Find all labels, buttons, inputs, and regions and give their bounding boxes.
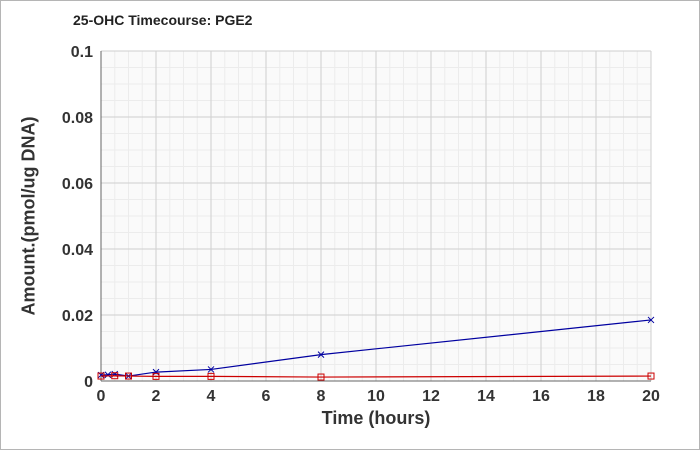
y-tick-label: 0.08: [62, 110, 93, 127]
x-tick-label: 4: [207, 388, 216, 405]
data-point-x-stroke: [104, 371, 112, 379]
x-tick-label: 10: [367, 388, 385, 405]
x-tick-label: 20: [642, 388, 660, 405]
data-point-square: [125, 372, 132, 380]
data-point-square: [97, 372, 105, 380]
data-point-x: [207, 366, 215, 373]
x-tick-label: 8: [317, 388, 326, 405]
x-tick-label: 12: [422, 388, 440, 405]
x-axis-label: Time (hours): [321, 408, 431, 428]
data-point-square: [647, 372, 655, 380]
data-point-x-stroke: [207, 366, 215, 373]
x-tick-label: 2: [152, 388, 161, 405]
data-point-x-stroke: [152, 368, 160, 376]
data-point-square: [207, 372, 215, 380]
data-point-x: [317, 351, 325, 358]
data-point-square: [317, 373, 325, 381]
x-tick-label: 14: [477, 388, 495, 405]
data-point-square: [152, 372, 160, 380]
data-point-x-stroke: [317, 351, 325, 358]
data-point-x: [647, 316, 655, 324]
x-tick-label: 6: [262, 388, 271, 405]
chart-title: 25-OHC Timecourse: PGE2: [73, 12, 253, 28]
series-line-2: [100, 375, 652, 378]
y-tick-label: 0: [84, 374, 93, 391]
x-tick-label: 18: [587, 388, 605, 405]
x-tick-label: 0: [97, 388, 106, 405]
data-point-x: [104, 371, 112, 379]
y-tick-label: 0.1: [71, 44, 93, 61]
series-line-1: [100, 319, 652, 377]
y-tick-label: 0.06: [62, 176, 93, 193]
x-tick-label: 16: [532, 388, 550, 405]
data-point-x-stroke: [647, 316, 655, 324]
y-tick-label: 0.04: [62, 242, 93, 259]
y-tick-label: 0.02: [62, 308, 93, 325]
data-point-square: [111, 372, 119, 380]
data-point-x: [152, 368, 160, 376]
